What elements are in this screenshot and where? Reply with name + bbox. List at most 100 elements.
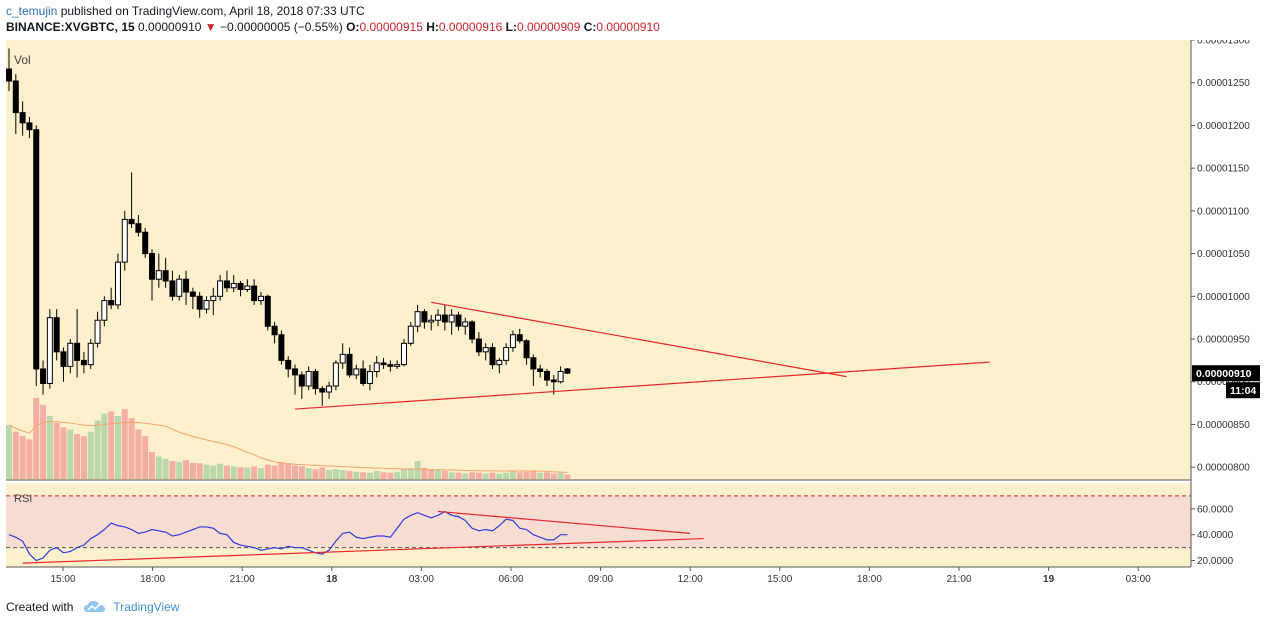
candle-body[interactable] bbox=[489, 347, 496, 366]
candle-body[interactable] bbox=[298, 374, 305, 387]
price-trendline[interactable] bbox=[431, 301, 847, 378]
volume-bar bbox=[387, 472, 394, 479]
candle-body[interactable] bbox=[162, 270, 169, 282]
candle-body[interactable] bbox=[257, 295, 264, 302]
candle-body[interactable] bbox=[74, 342, 81, 361]
candle-body[interactable] bbox=[53, 317, 60, 353]
price-trendline[interactable] bbox=[294, 361, 990, 410]
candle-body[interactable] bbox=[394, 364, 401, 367]
candle-body[interactable] bbox=[87, 342, 94, 366]
candle-body[interactable] bbox=[523, 340, 530, 359]
candle-body[interactable] bbox=[114, 261, 121, 306]
candle-body[interactable] bbox=[271, 325, 278, 336]
candle-body[interactable] bbox=[469, 321, 476, 340]
candle-body[interactable] bbox=[421, 311, 428, 323]
candle-body[interactable] bbox=[285, 359, 292, 370]
candle-body[interactable] bbox=[312, 370, 319, 390]
candle-body[interactable] bbox=[332, 362, 339, 387]
candle-body[interactable] bbox=[339, 353, 346, 364]
candle-body[interactable] bbox=[441, 314, 448, 323]
candle-body[interactable] bbox=[407, 325, 414, 344]
candle-body[interactable] bbox=[360, 368, 367, 384]
candle-body[interactable] bbox=[101, 300, 108, 321]
candle-body[interactable] bbox=[305, 370, 312, 387]
tradingview-brand-link[interactable]: TradingView bbox=[113, 600, 180, 614]
candle-body[interactable] bbox=[387, 364, 394, 367]
candle-body[interactable] bbox=[530, 357, 537, 370]
candle-body[interactable] bbox=[60, 351, 67, 367]
candle-body[interactable] bbox=[237, 282, 244, 290]
candle-body[interactable] bbox=[462, 321, 469, 327]
volume-bar bbox=[523, 471, 530, 479]
candle-body[interactable] bbox=[326, 385, 333, 393]
candle-body[interactable] bbox=[12, 80, 19, 114]
candle-body[interactable] bbox=[380, 362, 387, 366]
candle-body[interactable] bbox=[428, 319, 435, 323]
volume-bar bbox=[6, 425, 12, 479]
candle-body[interactable] bbox=[543, 370, 550, 381]
volume-bar bbox=[142, 436, 149, 479]
candle-body[interactable] bbox=[516, 334, 523, 342]
candle-body[interactable] bbox=[435, 314, 442, 321]
candle-body[interactable] bbox=[210, 295, 217, 302]
candle-body[interactable] bbox=[564, 368, 571, 374]
close-value: 0.00000910 bbox=[596, 20, 660, 34]
candle-body[interactable] bbox=[230, 282, 237, 289]
candle-body[interactable] bbox=[149, 253, 156, 280]
candle-body[interactable] bbox=[496, 359, 503, 366]
candle-body[interactable] bbox=[264, 295, 271, 327]
candle-body[interactable] bbox=[537, 368, 544, 372]
candle-body[interactable] bbox=[26, 122, 33, 131]
candle-body[interactable] bbox=[223, 280, 230, 289]
candle-body[interactable] bbox=[475, 338, 482, 353]
candle-body[interactable] bbox=[67, 342, 74, 367]
candle-body[interactable] bbox=[33, 129, 40, 370]
candle-body[interactable] bbox=[557, 370, 564, 383]
candle-body[interactable] bbox=[251, 285, 258, 302]
candle-body[interactable] bbox=[183, 278, 190, 293]
rsi-trendline[interactable] bbox=[437, 510, 691, 534]
candle-body[interactable] bbox=[244, 285, 251, 290]
candle-body[interactable] bbox=[353, 368, 360, 376]
candle-body[interactable] bbox=[278, 334, 285, 361]
candle-body[interactable] bbox=[189, 291, 196, 297]
volume-bar bbox=[128, 418, 135, 479]
candle-body[interactable] bbox=[292, 368, 299, 376]
candle-body[interactable] bbox=[414, 311, 421, 327]
candle-body[interactable] bbox=[509, 334, 516, 349]
candle-body[interactable] bbox=[373, 362, 380, 372]
candle-body[interactable] bbox=[550, 379, 557, 383]
candle-body[interactable] bbox=[169, 280, 176, 297]
volume-bar bbox=[53, 422, 60, 479]
candle-body[interactable] bbox=[217, 280, 224, 297]
chart-canvas[interactable]: 0.00001300 0.00001250 0.00001200 0.00001150… bbox=[0, 40, 1268, 596]
candle-body[interactable] bbox=[108, 300, 115, 306]
candle-body[interactable] bbox=[319, 388, 326, 393]
rsi-trendline[interactable] bbox=[22, 537, 704, 564]
candle-body[interactable] bbox=[94, 319, 101, 344]
candle-body[interactable] bbox=[366, 370, 373, 384]
candle-body[interactable] bbox=[503, 347, 510, 361]
volume-bar bbox=[203, 464, 210, 479]
candle-body[interactable] bbox=[448, 314, 455, 323]
candle-body[interactable] bbox=[40, 368, 47, 384]
candle-body[interactable] bbox=[155, 270, 162, 280]
candle-body[interactable] bbox=[19, 112, 26, 124]
candle-body[interactable] bbox=[80, 359, 87, 366]
candle-body[interactable] bbox=[6, 68, 12, 82]
candle-body[interactable] bbox=[128, 218, 135, 225]
candle-body[interactable] bbox=[121, 218, 128, 263]
candle-body[interactable] bbox=[176, 278, 183, 297]
candle-body[interactable] bbox=[196, 295, 203, 310]
candle-body[interactable] bbox=[203, 300, 210, 310]
candle-body[interactable] bbox=[400, 342, 407, 366]
candle-body[interactable] bbox=[346, 353, 353, 376]
author-link[interactable]: c_temujin bbox=[6, 4, 58, 18]
candle-body[interactable] bbox=[142, 231, 149, 255]
candle-body[interactable] bbox=[46, 317, 53, 384]
candle-body[interactable] bbox=[135, 223, 142, 233]
candle-body[interactable] bbox=[482, 347, 489, 353]
candle-body[interactable] bbox=[455, 314, 462, 327]
volume-bar bbox=[312, 469, 319, 479]
volume-bar bbox=[482, 473, 489, 479]
